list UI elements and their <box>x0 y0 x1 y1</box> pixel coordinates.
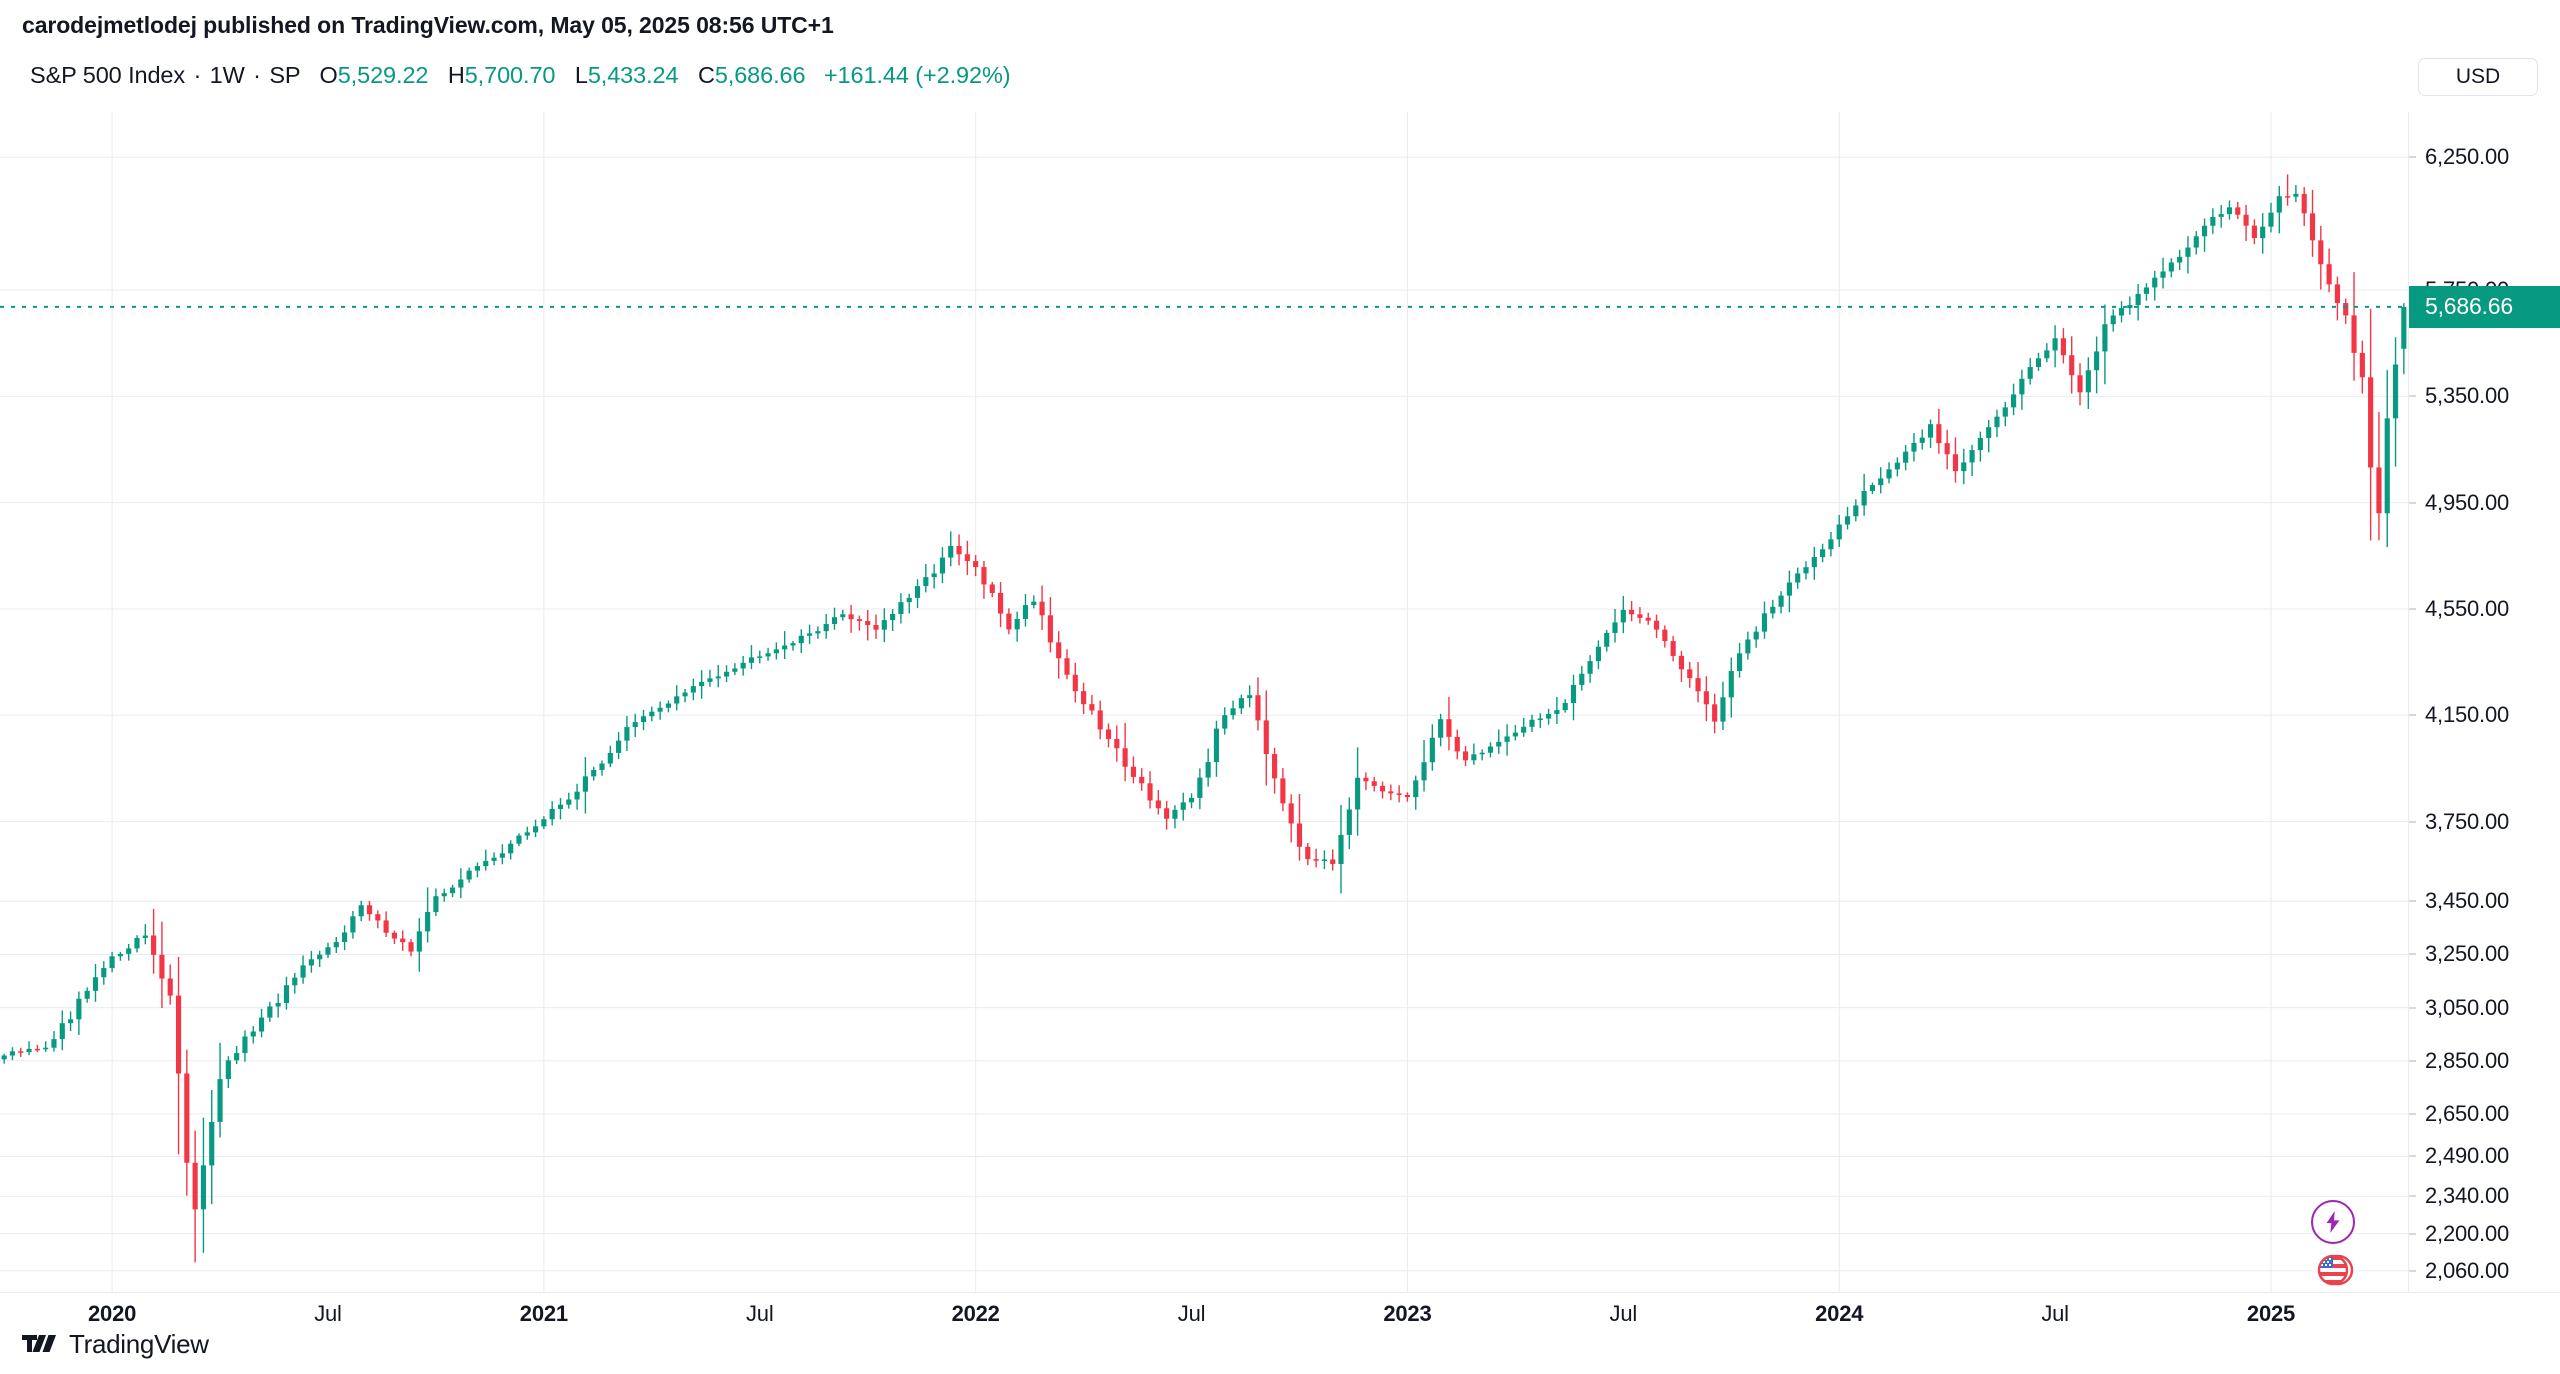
price-tick-dash <box>2409 1155 2416 1157</box>
currency-selector[interactable]: USD <box>2418 58 2538 96</box>
legend-open-tag: O <box>319 62 338 88</box>
price-tick-label: 4,550.00 <box>2425 595 2510 621</box>
candlestick-plot[interactable] <box>0 112 2408 1292</box>
price-tick-dash <box>2409 608 2416 610</box>
price-tick-label: 4,150.00 <box>2425 702 2510 728</box>
price-tick-label: 2,650.00 <box>2425 1100 2510 1126</box>
legend-separator-2: · <box>253 62 261 88</box>
chart-area[interactable]: 6,250.005,750.005,350.004,950.004,550.00… <box>0 112 2560 1292</box>
legend-high-tag: H <box>447 62 465 88</box>
tradingview-logo-text: TradingView <box>69 1329 209 1359</box>
time-tick-month: Jul <box>1609 1301 1638 1326</box>
time-tick-year: 2021 <box>519 1301 568 1326</box>
time-tick-year: 2023 <box>1383 1301 1432 1326</box>
price-tick-dash <box>2409 714 2416 716</box>
price-axis[interactable]: 6,250.005,750.005,350.004,950.004,550.00… <box>2408 112 2560 1292</box>
time-tick-year: 2022 <box>951 1301 1000 1326</box>
legend-symbol-name[interactable]: S&P 500 Index <box>30 62 186 88</box>
price-tick-dash <box>2409 821 2416 823</box>
time-tick-month: Jul <box>2041 1301 2069 1326</box>
price-tick-label: 6,250.00 <box>2425 144 2510 170</box>
legend-close: C5,686.66 <box>698 62 806 88</box>
time-tick-month: Jul <box>314 1301 342 1326</box>
legend-interval[interactable]: 1W <box>209 62 245 88</box>
price-tick-label: 2,060.00 <box>2425 1257 2510 1283</box>
price-tick-label: 5,350.00 <box>2425 383 2510 409</box>
legend-low: L5,433.24 <box>575 62 679 88</box>
price-tick-label: 2,850.00 <box>2425 1047 2510 1073</box>
legend-close-tag: C <box>697 62 715 88</box>
legend-change: +161.44 (+2.92%) <box>823 62 1011 88</box>
price-tick-dash <box>2409 1195 2416 1197</box>
price-tick-dash <box>2409 1060 2416 1062</box>
price-tick-dash <box>2409 156 2416 158</box>
currency-label: USD <box>2455 65 2501 88</box>
tradingview-logo[interactable]: TradingView <box>22 1329 209 1360</box>
candlestick-svg <box>0 112 2408 1292</box>
price-tick-dash <box>2409 900 2416 902</box>
price-tick-label: 3,750.00 <box>2425 808 2510 834</box>
time-axis[interactable]: 2020 Jul 2021 Jul 2022 Jul 2023 Jul 2024 Jul 2025 <box>0 1292 2560 1334</box>
lightning-icon <box>2326 1211 2340 1233</box>
time-tick-year: 2024 <box>1815 1301 1864 1326</box>
legend-separator-1: · <box>193 62 202 88</box>
tradingview-mark-icon <box>22 1334 56 1352</box>
price-tick-label: 2,200.00 <box>2425 1220 2510 1246</box>
price-tick-dash <box>2409 395 2416 397</box>
legend-high: H5,700.70 <box>448 62 556 88</box>
time-tick-year: 2020 <box>88 1301 137 1326</box>
price-tick-label: 2,490.00 <box>2425 1143 2510 1169</box>
legend-exchange[interactable]: SP <box>269 62 301 88</box>
price-tick-dash <box>2409 502 2416 504</box>
publication-attribution: carodejmetlodej published on TradingView… <box>22 12 834 38</box>
legend-low-value: 5,433.24 <box>587 62 679 88</box>
price-tick-label: 3,250.00 <box>2425 941 2510 967</box>
legend-low-tag: L <box>574 62 588 88</box>
chart-legend: S&P 500 Index · 1W · SP O5,529.22 H5,700… <box>30 62 1011 89</box>
price-tick-dash <box>2409 1233 2416 1235</box>
time-tick-month: Jul <box>745 1301 774 1326</box>
price-tick-dash <box>2409 1270 2416 1272</box>
lightning-badge[interactable] <box>2311 1200 2355 1244</box>
price-tick-label: 3,450.00 <box>2425 888 2510 914</box>
current-price-badge: 5,686.66 <box>2409 285 2560 328</box>
time-tick-month: Jul <box>1177 1301 1206 1326</box>
time-tick-year: 2025 <box>2246 1301 2296 1326</box>
price-tick-label: 3,050.00 <box>2425 994 2510 1020</box>
price-tick-label: 2,340.00 <box>2425 1183 2510 1209</box>
us-flag-badge[interactable] <box>2313 1248 2357 1292</box>
price-tick-dash <box>2409 1113 2416 1115</box>
legend-open-value: 5,529.22 <box>337 62 429 88</box>
us-flag-icon <box>2317 1254 2354 1286</box>
legend-close-value: 5,686.66 <box>714 62 806 88</box>
legend-high-value: 5,700.70 <box>464 62 556 88</box>
legend-open: O5,529.22 <box>320 62 429 88</box>
price-tick-dash <box>2409 953 2416 955</box>
price-tick-label: 4,950.00 <box>2425 489 2510 515</box>
price-tick-dash <box>2409 1007 2416 1009</box>
